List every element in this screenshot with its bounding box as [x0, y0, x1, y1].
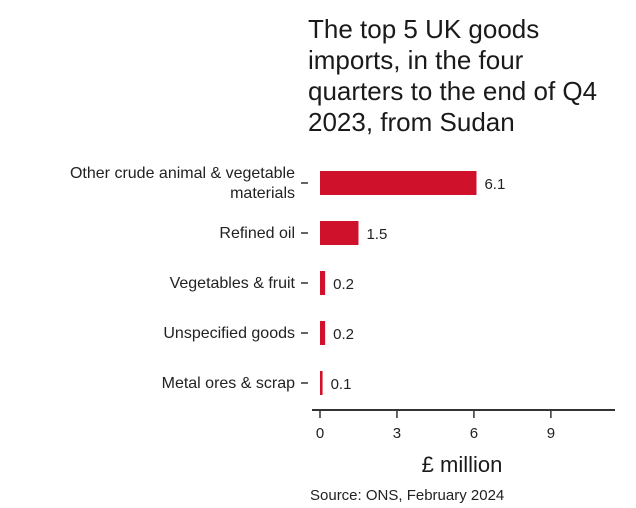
- x-tick-label: 0: [316, 425, 324, 442]
- category-label: Vegetables & fruit: [170, 275, 296, 292]
- data-label: 0.2: [333, 326, 354, 343]
- category-label: materials: [230, 185, 295, 202]
- bar: [320, 271, 326, 295]
- plot-area: Other crude animal & vegetable materials 6…: [70, 165, 615, 442]
- bar: [320, 221, 359, 245]
- chart-title-line: quarters to the end of Q4: [308, 76, 597, 106]
- category-label: Unspecified goods: [163, 325, 295, 342]
- category-label: Refined oil: [219, 225, 295, 242]
- bar: [320, 371, 323, 395]
- chart-title-line: The top 5 UK goods: [308, 14, 539, 44]
- chart-title-line: imports, in the four: [308, 45, 524, 75]
- chart-title: The top 5 UK goods imports, in the four …: [308, 14, 597, 137]
- bar: [320, 171, 477, 195]
- x-tick-label: 9: [547, 425, 555, 442]
- category-label: Metal ores & scrap: [162, 375, 295, 392]
- x-tick-label: 3: [393, 425, 401, 442]
- chart-title-line: 2023, from Sudan: [308, 107, 515, 137]
- data-label: 6.1: [484, 176, 505, 193]
- data-label: 0.2: [333, 276, 354, 293]
- bar: [320, 321, 326, 345]
- data-label: 0.1: [331, 376, 352, 393]
- category-label: Other crude animal & vegetable: [70, 165, 295, 182]
- x-axis-title: £ million: [422, 452, 503, 477]
- source-note: Source: ONS, February 2024: [310, 487, 504, 504]
- data-label: 1.5: [366, 226, 387, 243]
- x-tick-label: 6: [470, 425, 478, 442]
